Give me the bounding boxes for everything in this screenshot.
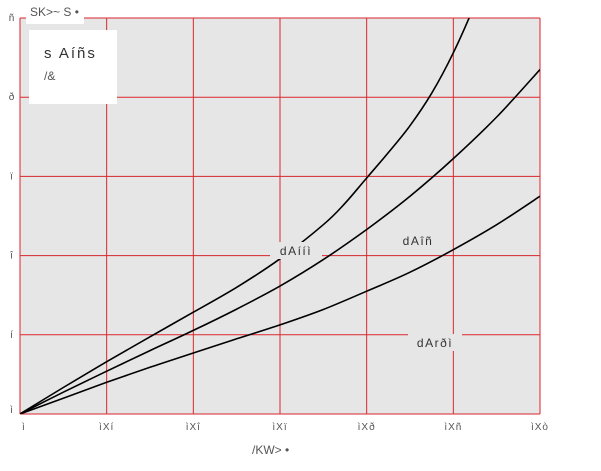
y-axis-label-bg <box>26 4 84 24</box>
x-tick-label: ìXí <box>99 422 114 433</box>
series-label-bg <box>270 242 322 259</box>
series-label-2: dAîñ <box>403 234 434 248</box>
y-tick-label: ð <box>9 91 16 103</box>
tick-labels: ì ìXí ìXî ìXï ìXð ìXñ ìXò ì í î ï ð ñ <box>9 13 549 433</box>
x-tick-label: ìXò <box>531 422 549 433</box>
x-tick-label: ìXî <box>186 422 201 433</box>
series-group <box>20 18 540 414</box>
y-tick-label: ì <box>10 405 14 416</box>
x-tick-label: ìXñ <box>444 422 462 433</box>
y-tick-label: ñ <box>9 13 16 24</box>
series-label-bg <box>408 334 462 351</box>
y-tick-label: í <box>10 330 14 341</box>
x-tick-label: ìXï <box>272 422 287 433</box>
series-label-1: dAííì <box>280 244 312 258</box>
series-line-1 <box>20 18 470 414</box>
series-line-3 <box>20 195 540 414</box>
x-tick-label: ìXð <box>358 421 376 433</box>
inset-title: s Aíñs <box>44 45 97 62</box>
series-label-bg <box>396 232 440 249</box>
y-axis-label: SK>~ S • <box>30 5 79 19</box>
inset-box <box>29 30 117 104</box>
inset-subtitle: /& <box>44 69 55 83</box>
axis-labels: SK>~ S • /KW> • <box>26 4 289 457</box>
inset-title-box: s Aíñs /& <box>29 30 117 104</box>
x-axis-label: /KW> • <box>252 443 289 457</box>
y-tick-label: ï <box>10 171 14 182</box>
series-line-2 <box>20 68 540 414</box>
series-label-3: dArðì <box>417 336 453 350</box>
x-tick-label: ì <box>22 422 26 433</box>
series-labels: dAííì dAîñ dArðì <box>270 232 462 351</box>
y-tick-label: î <box>9 251 14 262</box>
